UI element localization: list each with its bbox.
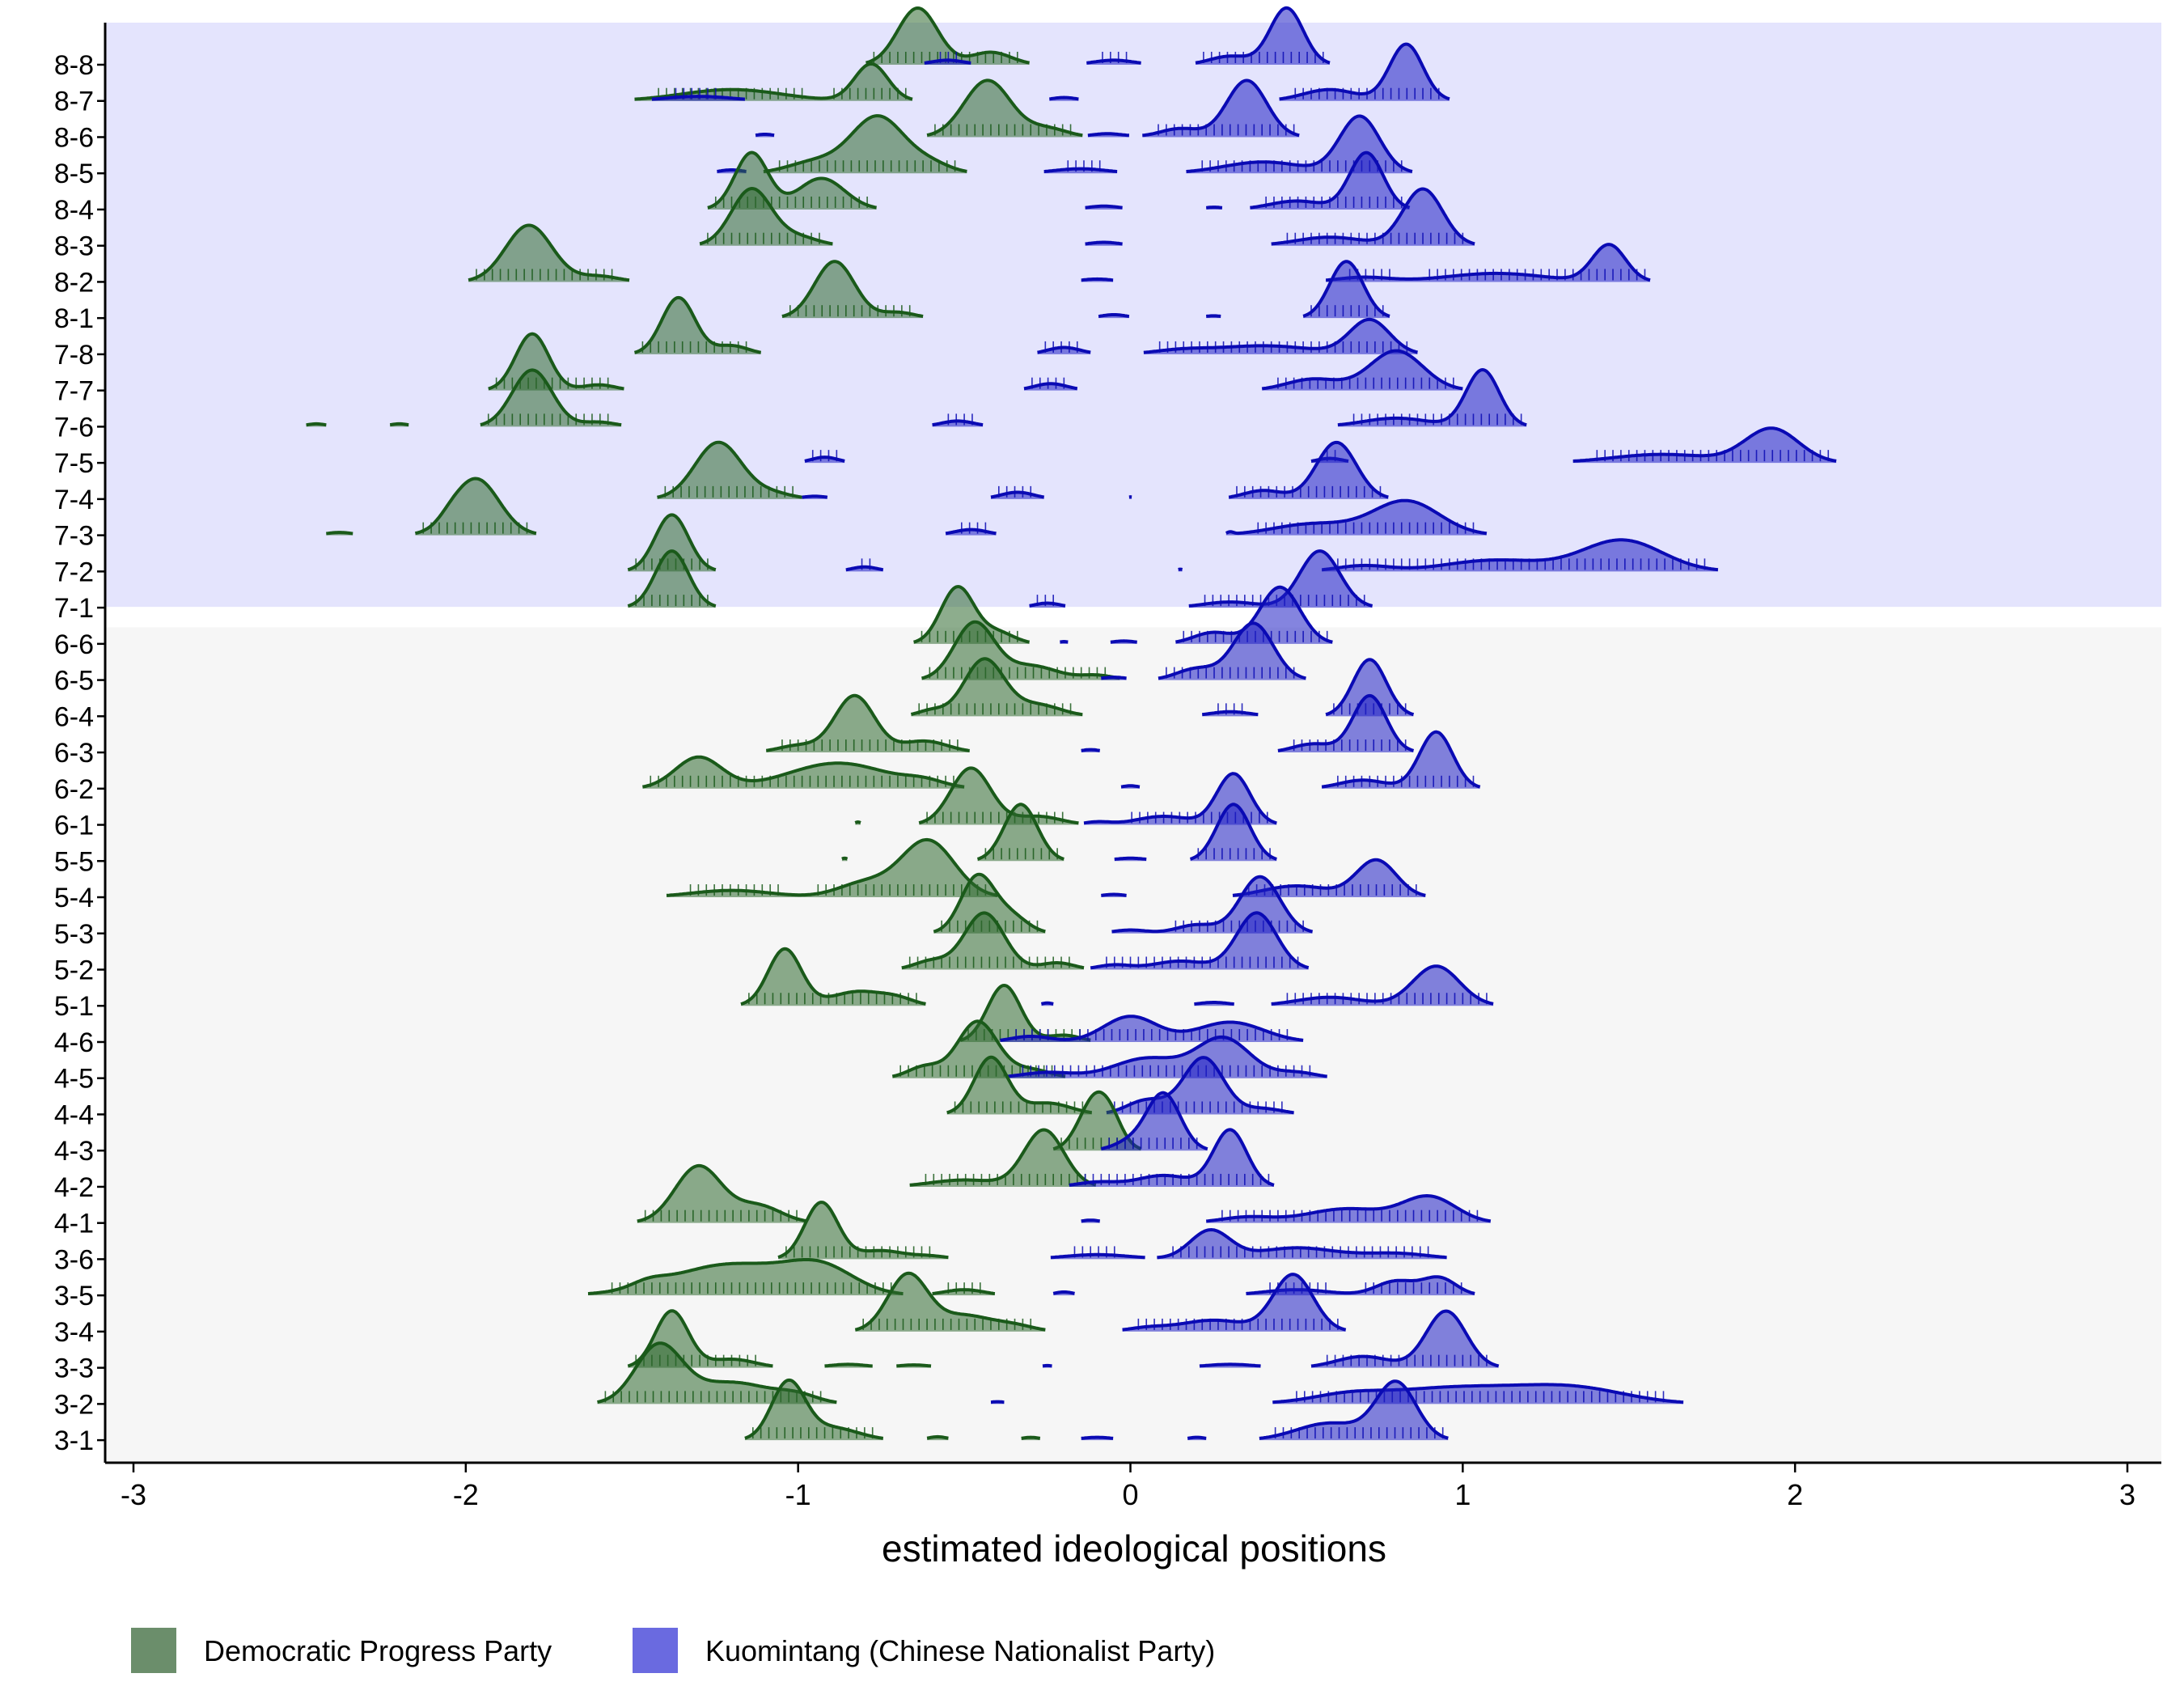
y-tick-label: 8-5: [54, 159, 94, 189]
ridge-line: [842, 858, 848, 859]
ridge-line: [1081, 750, 1100, 751]
y-tick-label: 7-8: [54, 340, 94, 371]
ridge-line: [802, 496, 827, 497]
ridge-line: [1101, 895, 1126, 896]
y-tick-label: 6-3: [54, 738, 94, 769]
y-tick-label: 5-4: [54, 883, 94, 913]
background-bands: [105, 23, 2161, 1463]
y-tick-label: 5-1: [54, 991, 94, 1022]
ridge-line: [1194, 1002, 1234, 1004]
y-tick-label: 8-6: [54, 122, 94, 153]
ridge-line: [855, 822, 861, 823]
y-tick-label: 7-6: [54, 412, 94, 443]
y-tick-label: 7-7: [54, 376, 94, 407]
y-tick-label: 7-4: [54, 485, 94, 515]
y-tick-label: 8-7: [54, 87, 94, 117]
y-tick-label: 4-5: [54, 1064, 94, 1095]
y-tick-label: 6-5: [54, 666, 94, 697]
y-tick-label: 5-5: [54, 846, 94, 877]
x-tick-label: -3: [121, 1478, 146, 1511]
y-tick-label: 6-4: [54, 701, 94, 732]
legend-label: Democratic Progress Party: [204, 1634, 552, 1667]
background-band-upper: [105, 23, 2161, 607]
legend: Democratic Progress Party Kuomintang (Chi…: [131, 1628, 1215, 1673]
x-tick-label: 1: [1454, 1478, 1471, 1511]
ridge-line: [1200, 1364, 1261, 1366]
y-tick-label: 6-1: [54, 811, 94, 841]
background-band-lower: [105, 627, 2161, 1463]
y-tick-label: 4-6: [54, 1027, 94, 1058]
ridge-line: [991, 1402, 1004, 1403]
ridge-line: [896, 1365, 931, 1366]
legend-swatch: [633, 1628, 678, 1673]
y-tick-label: 3-2: [54, 1389, 94, 1420]
x-axis-label: estimated ideological positions: [882, 1527, 1386, 1570]
x-tick-label: -2: [453, 1478, 479, 1511]
ridge-line: [1088, 133, 1129, 135]
y-tick-label: 4-4: [54, 1099, 94, 1130]
ridge-line: [1115, 858, 1146, 859]
y-tick-label: 8-4: [54, 195, 94, 226]
y-tick-label: 4-1: [54, 1209, 94, 1239]
y-tick-label: 8-1: [54, 303, 94, 334]
ridge-line: [307, 424, 327, 425]
y-tick-label: 3-4: [54, 1317, 94, 1348]
legend-swatch: [131, 1628, 176, 1673]
y-tick-label: 6-6: [54, 629, 94, 660]
legend-label: Kuomintang (Chinese Nationalist Party): [705, 1634, 1215, 1667]
ridge-line: [1086, 206, 1123, 208]
ridge-line: [1111, 641, 1137, 642]
ridge-line: [326, 532, 353, 533]
y-tick-label: 3-3: [54, 1354, 94, 1384]
x-tick-label: 2: [1787, 1478, 1803, 1511]
y-tick-label: 7-5: [54, 448, 94, 479]
ridge-line: [1041, 1003, 1053, 1004]
ridge-line: [1206, 207, 1222, 208]
ridge-line: [1101, 677, 1126, 678]
legend-item-dpp: Democratic Progress Party: [131, 1628, 552, 1673]
x-tick-label: 3: [2119, 1478, 2135, 1511]
y-tick-label: 3-1: [54, 1426, 94, 1456]
y-tick-label: 8-2: [54, 267, 94, 298]
ridge-line: [1049, 98, 1078, 100]
ridge-line: [1098, 315, 1129, 316]
ridge-line: [1086, 243, 1123, 244]
ridge-line: [927, 1437, 948, 1438]
y-tick-label: 3-5: [54, 1281, 94, 1311]
y-tick-label: 8-3: [54, 231, 94, 262]
y-tick-label: 5-2: [54, 955, 94, 986]
ridge-line: [756, 134, 774, 135]
ridge-line: [825, 1364, 873, 1366]
y-tick-label: 5-3: [54, 919, 94, 950]
ridge-line: [390, 424, 408, 425]
y-tick-label: 4-2: [54, 1172, 94, 1203]
y-tick-label: 4-3: [54, 1136, 94, 1167]
ridge-line: [1081, 279, 1113, 280]
y-tick-label: 3-6: [54, 1244, 94, 1275]
x-tick-label: 0: [1122, 1478, 1138, 1511]
ridge-line: [1081, 1220, 1100, 1221]
y-tick-label: 7-2: [54, 557, 94, 587]
legend-item-kmt: Kuomintang (Chinese Nationalist Party): [633, 1628, 1215, 1673]
y-tick-label: 8-8: [54, 50, 94, 81]
ridge-line: [1053, 1292, 1074, 1294]
y-tick-label: 6-2: [54, 774, 94, 805]
y-tick-label: 7-1: [54, 593, 94, 624]
x-tick-label: -1: [785, 1478, 811, 1511]
y-tick-label: 7-3: [54, 521, 94, 552]
